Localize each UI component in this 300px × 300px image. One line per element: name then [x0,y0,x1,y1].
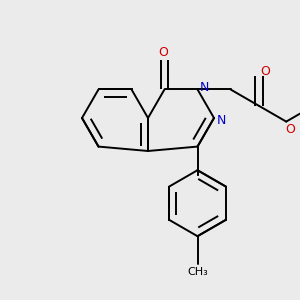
Text: O: O [159,46,168,59]
Text: N: N [200,81,209,94]
Text: O: O [285,123,295,136]
Text: N: N [216,113,226,127]
Text: O: O [260,65,270,78]
Text: CH₃: CH₃ [187,267,208,277]
